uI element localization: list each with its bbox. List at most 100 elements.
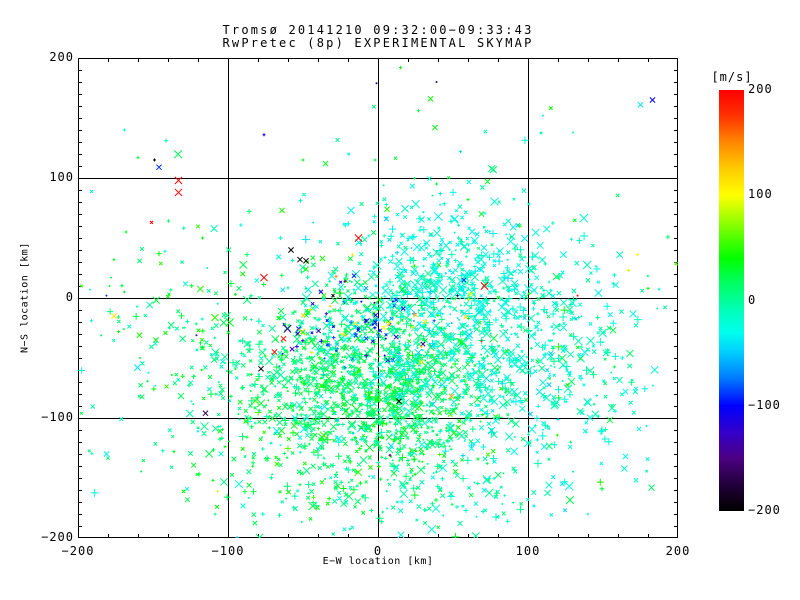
data-point bbox=[416, 337, 421, 343]
data-point bbox=[544, 367, 550, 373]
data-point bbox=[307, 374, 313, 380]
data-point bbox=[620, 465, 628, 472]
data-point bbox=[299, 471, 304, 476]
data-point bbox=[628, 400, 634, 405]
data-point bbox=[343, 327, 346, 330]
data-point bbox=[119, 416, 124, 422]
data-point bbox=[430, 425, 434, 429]
data-point bbox=[501, 349, 505, 353]
data-point bbox=[325, 372, 330, 377]
data-point bbox=[447, 434, 453, 440]
data-point bbox=[423, 312, 426, 315]
data-point bbox=[266, 415, 271, 420]
data-point bbox=[512, 469, 518, 474]
data-point bbox=[358, 251, 364, 257]
data-point bbox=[163, 330, 168, 336]
data-point bbox=[490, 448, 496, 454]
data-point bbox=[405, 458, 411, 463]
data-point bbox=[372, 305, 378, 311]
data-point bbox=[364, 392, 372, 401]
data-point bbox=[501, 511, 506, 516]
data-point bbox=[351, 253, 354, 257]
data-point bbox=[331, 357, 340, 366]
data-point bbox=[186, 383, 192, 388]
data-point bbox=[213, 512, 217, 516]
data-point bbox=[164, 138, 169, 143]
data-point bbox=[429, 311, 437, 318]
data-point bbox=[454, 504, 459, 509]
data-point bbox=[372, 303, 375, 306]
data-point bbox=[510, 333, 513, 336]
data-point bbox=[511, 360, 519, 369]
data-point bbox=[325, 464, 330, 469]
data-point bbox=[427, 217, 431, 221]
data-point bbox=[444, 271, 448, 275]
data-point bbox=[214, 504, 220, 509]
data-point bbox=[450, 398, 458, 406]
data-point bbox=[418, 422, 423, 427]
data-point bbox=[141, 458, 146, 463]
data-point bbox=[492, 263, 497, 268]
data-point bbox=[460, 322, 465, 327]
data-point bbox=[602, 379, 606, 383]
data-point bbox=[504, 264, 511, 271]
data-point bbox=[335, 417, 340, 423]
data-point bbox=[388, 375, 393, 379]
data-point bbox=[174, 176, 183, 185]
data-point bbox=[393, 435, 398, 440]
data-point bbox=[406, 422, 411, 427]
data-point bbox=[153, 337, 159, 343]
data-point bbox=[329, 476, 333, 480]
data-point bbox=[568, 298, 578, 308]
data-point bbox=[492, 316, 500, 324]
data-point bbox=[201, 236, 204, 240]
data-point bbox=[372, 214, 377, 219]
data-point bbox=[433, 212, 443, 221]
data-point bbox=[160, 448, 165, 453]
data-point bbox=[380, 455, 384, 459]
data-point bbox=[299, 380, 303, 384]
data-point bbox=[523, 313, 527, 318]
data-point bbox=[376, 333, 381, 339]
data-point bbox=[493, 494, 499, 500]
data-point bbox=[457, 403, 460, 406]
data-point bbox=[435, 484, 440, 489]
x-tick-label: 100 bbox=[515, 544, 541, 558]
data-point bbox=[438, 463, 448, 473]
data-point bbox=[329, 385, 337, 394]
data-point bbox=[274, 461, 280, 467]
data-point bbox=[423, 323, 427, 327]
data-point bbox=[418, 399, 424, 405]
data-point bbox=[442, 390, 448, 396]
data-point bbox=[254, 409, 262, 416]
data-point bbox=[445, 322, 451, 328]
data-point bbox=[172, 450, 176, 454]
data-point bbox=[553, 366, 556, 369]
colorbar-gradient bbox=[719, 90, 744, 511]
data-point bbox=[526, 314, 536, 323]
data-point bbox=[318, 239, 323, 244]
data-point bbox=[427, 95, 434, 102]
data-point bbox=[465, 387, 470, 392]
data-point bbox=[316, 411, 321, 416]
data-point bbox=[459, 263, 464, 267]
data-point bbox=[316, 401, 319, 404]
data-point bbox=[437, 300, 440, 303]
data-point bbox=[405, 360, 410, 365]
data-point bbox=[550, 357, 558, 366]
data-point bbox=[468, 445, 475, 452]
data-point bbox=[341, 436, 347, 442]
data-point bbox=[448, 268, 452, 273]
data-point bbox=[295, 348, 299, 353]
data-point bbox=[509, 387, 519, 397]
data-point bbox=[407, 333, 412, 337]
data-point bbox=[524, 264, 533, 274]
data-point bbox=[507, 416, 516, 426]
data-point bbox=[271, 334, 280, 344]
data-point bbox=[453, 231, 456, 234]
data-point bbox=[457, 260, 462, 266]
data-point bbox=[564, 400, 568, 404]
data-point bbox=[249, 424, 255, 430]
data-point bbox=[396, 359, 400, 364]
data-point bbox=[285, 497, 288, 500]
